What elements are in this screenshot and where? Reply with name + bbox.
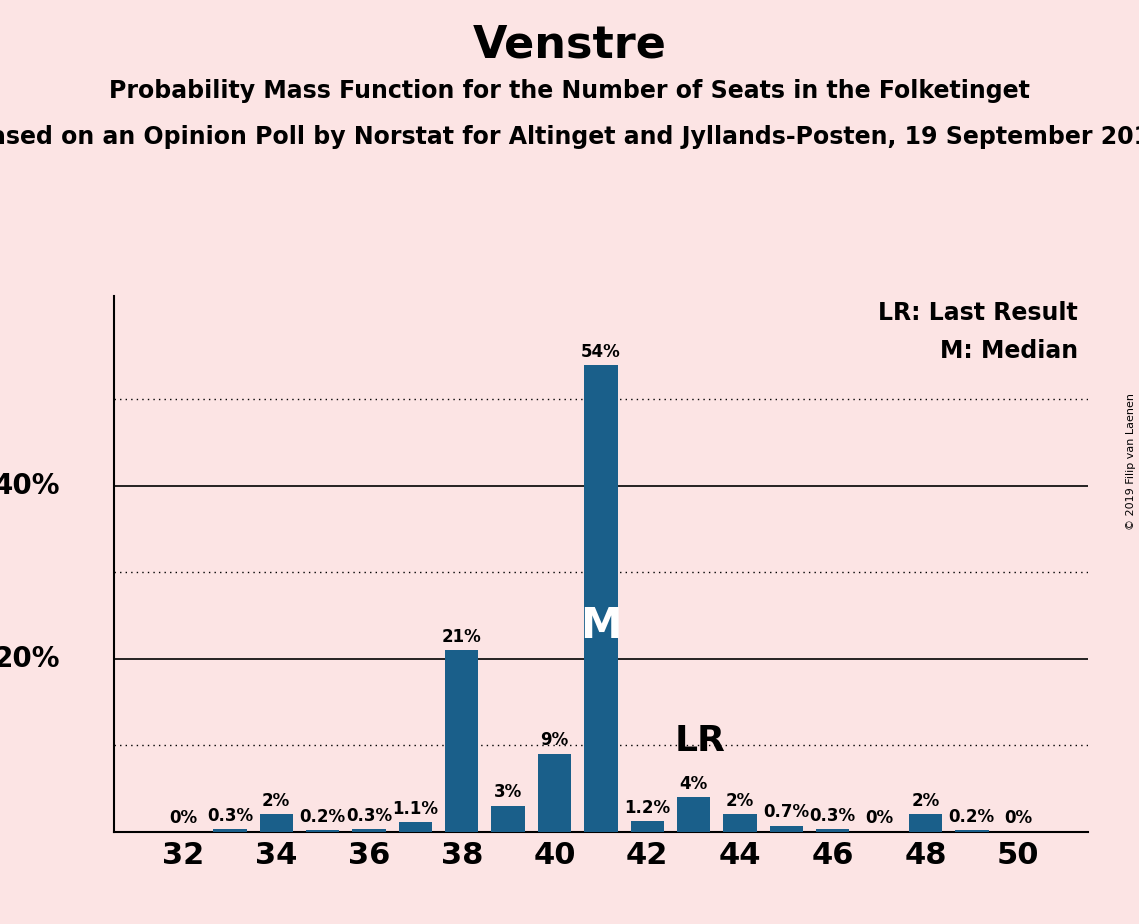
- Text: © 2019 Filip van Laenen: © 2019 Filip van Laenen: [1126, 394, 1136, 530]
- Text: Probability Mass Function for the Number of Seats in the Folketinget: Probability Mass Function for the Number…: [109, 79, 1030, 103]
- Bar: [723, 814, 756, 832]
- Text: 0%: 0%: [1005, 809, 1032, 827]
- Bar: [306, 830, 339, 832]
- Bar: [677, 797, 711, 832]
- Text: 4%: 4%: [680, 774, 707, 793]
- Bar: [770, 825, 803, 832]
- Text: 0.3%: 0.3%: [207, 807, 253, 825]
- Bar: [909, 814, 942, 832]
- Bar: [491, 806, 525, 832]
- Text: 54%: 54%: [581, 343, 621, 360]
- Bar: [399, 822, 432, 832]
- Bar: [352, 829, 386, 832]
- Text: M: M: [580, 605, 622, 647]
- Text: 1.2%: 1.2%: [624, 799, 670, 817]
- Text: 2%: 2%: [911, 792, 940, 810]
- Text: 2%: 2%: [726, 792, 754, 810]
- Text: 0%: 0%: [865, 809, 893, 827]
- Text: LR: LR: [675, 723, 726, 758]
- Bar: [213, 829, 246, 832]
- Bar: [816, 829, 850, 832]
- Text: 1.1%: 1.1%: [392, 800, 439, 818]
- Text: 0.2%: 0.2%: [300, 808, 345, 825]
- Bar: [260, 814, 293, 832]
- Text: Venstre: Venstre: [473, 23, 666, 67]
- Text: Based on an Opinion Poll by Norstat for Altinget and Jyllands-Posten, 19 Septemb: Based on an Opinion Poll by Norstat for …: [0, 125, 1139, 149]
- Text: 9%: 9%: [540, 732, 568, 749]
- Text: 21%: 21%: [442, 627, 482, 646]
- Text: M: Median: M: Median: [940, 338, 1077, 362]
- Text: 0%: 0%: [170, 809, 197, 827]
- Bar: [445, 650, 478, 832]
- Text: 0.7%: 0.7%: [763, 803, 810, 821]
- Text: 20%: 20%: [0, 645, 60, 673]
- Text: 3%: 3%: [494, 784, 522, 801]
- Bar: [631, 821, 664, 832]
- Bar: [956, 830, 989, 832]
- Text: 40%: 40%: [0, 472, 60, 500]
- Text: 0.3%: 0.3%: [346, 807, 392, 825]
- Text: LR: Last Result: LR: Last Result: [878, 301, 1077, 325]
- Text: 2%: 2%: [262, 792, 290, 810]
- Bar: [538, 754, 571, 832]
- Bar: [584, 365, 617, 832]
- Text: 0.3%: 0.3%: [810, 807, 855, 825]
- Text: 0.2%: 0.2%: [949, 808, 994, 825]
